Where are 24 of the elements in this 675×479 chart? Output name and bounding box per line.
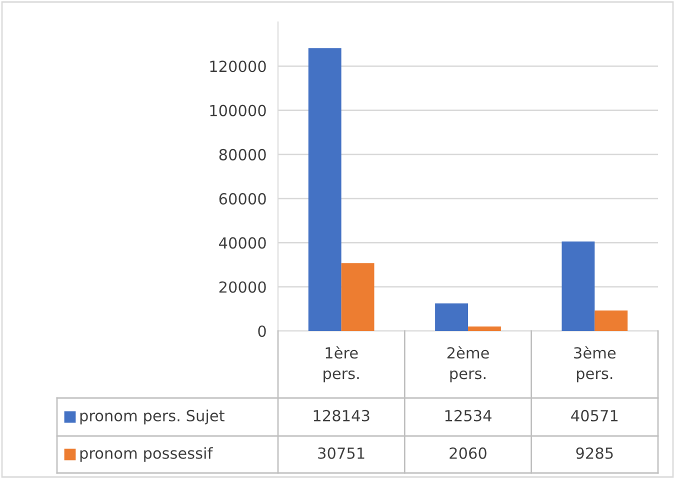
y-tick-label: 40000 [219,237,266,249]
y-tick-label: 100000 [210,104,266,116]
bar [341,263,374,331]
x-tick-label: 2ème pers. [447,346,489,382]
data-label: 2060 [450,447,486,459]
legend-label: pronom pers. Sujet [80,410,224,424]
data-label: 40571 [571,410,618,422]
y-tick-label: 20000 [219,281,266,293]
bar [562,241,595,331]
x-tick-label: 1ère pers. [324,346,359,382]
bar [468,326,501,331]
legend-label: pronom possessif [80,447,213,462]
data-label: 12534 [445,410,492,422]
bar [308,48,342,331]
y-tick-label: 60000 [219,193,266,205]
data-label: 30751 [318,447,364,459]
y-tick-label: 80000 [219,148,266,160]
data-label: 128143 [314,410,370,422]
y-tick-label: 120000 [210,60,266,72]
bar [594,310,628,331]
x-tick-label: 3ème pers. [574,346,616,382]
y-tick-label: 0 [258,325,266,338]
data-label: 9285 [576,447,613,459]
bar [435,303,468,331]
